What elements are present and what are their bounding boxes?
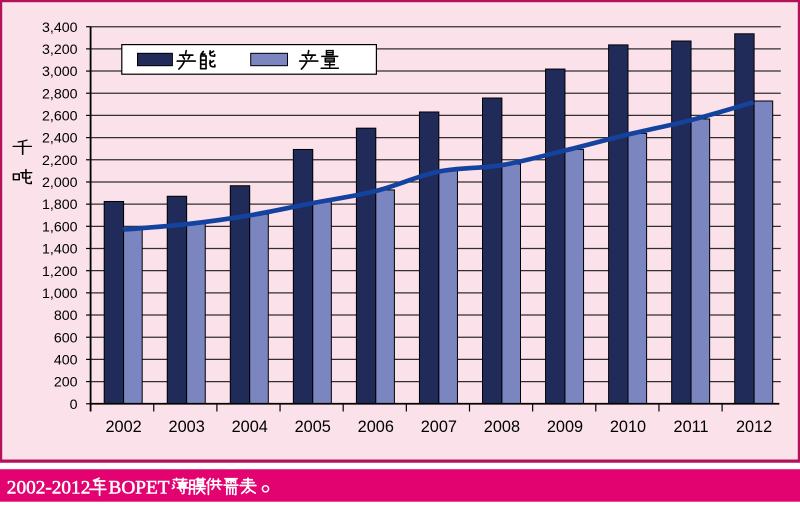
svg-text:2010: 2010: [610, 418, 646, 436]
svg-text:2006: 2006: [358, 418, 394, 436]
svg-text:2002-2012: 2002-2012: [7, 478, 91, 499]
svg-text:2012: 2012: [736, 418, 772, 436]
svg-text:1,600: 1,600: [42, 219, 78, 235]
svg-text:2,800: 2,800: [42, 86, 78, 102]
svg-text:2,400: 2,400: [42, 131, 78, 147]
svg-text:800: 800: [54, 308, 78, 324]
svg-text:1,000: 1,000: [42, 286, 78, 302]
svg-text:1,200: 1,200: [42, 264, 78, 280]
svg-text:1,800: 1,800: [42, 197, 78, 213]
svg-text:200: 200: [54, 375, 78, 391]
svg-text:2002: 2002: [105, 418, 141, 436]
svg-text:2005: 2005: [295, 418, 331, 436]
svg-text:3,400: 3,400: [42, 20, 78, 36]
svg-text:3,200: 3,200: [42, 42, 78, 58]
svg-text:1,400: 1,400: [42, 242, 78, 258]
svg-text:2008: 2008: [484, 418, 520, 436]
svg-text:2,600: 2,600: [42, 109, 78, 125]
svg-text:2011: 2011: [674, 418, 709, 436]
svg-text:2009: 2009: [547, 418, 583, 436]
svg-text:0: 0: [70, 397, 78, 413]
svg-text:3,000: 3,000: [42, 64, 78, 80]
svg-text:600: 600: [54, 330, 78, 346]
svg-text:400: 400: [54, 353, 78, 369]
svg-text:BOPET: BOPET: [109, 478, 170, 499]
svg-text:2007: 2007: [421, 418, 457, 436]
svg-text:2004: 2004: [232, 418, 268, 436]
svg-text:2003: 2003: [169, 418, 205, 436]
svg-text:2,000: 2,000: [42, 175, 78, 191]
svg-text:2,200: 2,200: [42, 153, 78, 169]
